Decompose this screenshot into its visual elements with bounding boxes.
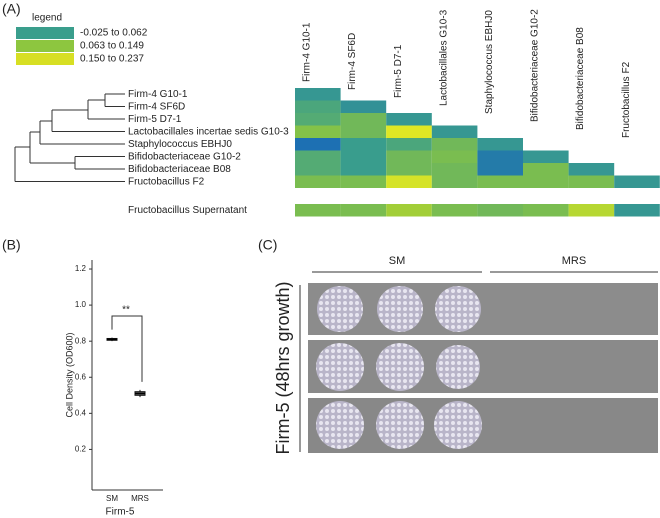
heatmap-cell [477, 138, 523, 151]
row-label: Firm-4 SF6D [128, 101, 185, 112]
heatmap-cell [477, 150, 523, 163]
heatmap-cell [614, 204, 660, 217]
row-label: Firm-5 D7-1 [128, 114, 182, 125]
significance: ** [122, 305, 130, 316]
legend-label: -0.025 to 0.062 [80, 28, 148, 39]
column-label: Fructobacillus F2 [621, 61, 632, 138]
heatmap-cell [386, 125, 432, 138]
heatmap-cell [295, 175, 341, 188]
heatmap-cell [431, 204, 478, 217]
heatmap-cell [295, 125, 341, 138]
x-label: Firm-5 [106, 507, 135, 518]
heatmap-cell [340, 175, 387, 188]
heatmap-cell [568, 163, 615, 176]
x-tick-label: SM [106, 494, 118, 503]
y-tick-label: 0.2 [75, 445, 87, 454]
heatmap-cell [340, 138, 387, 151]
heatmap-cell [386, 138, 432, 151]
heatmap-cell [295, 113, 341, 126]
heatmap-cell [431, 175, 478, 188]
panel-label: (C) [258, 237, 277, 253]
heatmap-cell [523, 150, 569, 163]
heatmap-cell [340, 204, 387, 217]
legend-label: 0.150 to 0.237 [80, 54, 144, 65]
group-label: SM [389, 255, 406, 267]
heatmap-cell [295, 150, 341, 163]
row-label: Lactobacillales incertae sedis G10-3 [128, 126, 289, 137]
column-label: Firm-5 D7-1 [393, 44, 404, 98]
y-tick-label: 0.8 [75, 336, 87, 345]
heatmap-cell [340, 113, 387, 126]
y-tick-label: 0.4 [75, 408, 87, 417]
heatmap-cell [477, 175, 523, 188]
y-tick-label: 1.2 [75, 264, 87, 273]
row-label: Bifidobacteriaceae G10-2 [128, 151, 241, 162]
row-label: Fructobacillus F2 [128, 176, 205, 187]
heatmap-cell [386, 175, 432, 188]
x-tick-label: MRS [131, 494, 149, 503]
plate-photo [308, 283, 658, 453]
heatmap-cell [523, 204, 569, 217]
column-label: Staphylococcus EBHJ0 [484, 10, 495, 114]
heatmap-cell [386, 113, 432, 126]
heatmap-cell [340, 100, 387, 113]
row-label: Bifidobacteriaceae B08 [128, 164, 231, 175]
legend-swatch [16, 53, 74, 65]
heatmap-cell [295, 138, 341, 151]
heatmap-cell [477, 163, 523, 176]
heatmap-cell [295, 163, 341, 176]
heatmap-cell [340, 150, 387, 163]
legend-swatch [16, 27, 74, 39]
heatmap-cell [295, 88, 341, 101]
heatmap-cell [295, 204, 341, 217]
heatmap-cell [477, 204, 523, 217]
legend-label: 0.063 to 0.149 [80, 41, 144, 52]
heatmap-cell [431, 138, 478, 151]
heatmap-cell [386, 204, 432, 217]
dendrogram [14, 93, 125, 182]
heatmap-cell [386, 150, 432, 163]
column-label: Lactobacillales G10-3 [438, 9, 449, 106]
heatmap-cell [568, 175, 615, 188]
legend-title: legend [32, 13, 62, 24]
y-tick-label: 1.0 [75, 300, 87, 309]
heatmap-cell [568, 204, 615, 217]
heatmap-cell [295, 100, 341, 113]
heatmap-cell [431, 163, 478, 176]
heatmap-cell [386, 163, 432, 176]
heatmap-cell [523, 175, 569, 188]
y-label: Cell Density (OD600) [64, 332, 74, 417]
heatmap-cell [340, 163, 387, 176]
row-label: Staphylococcus EBHJ0 [128, 139, 232, 150]
column-label: Firm-4 SF6D [347, 33, 358, 90]
panel-label: (A) [2, 1, 21, 17]
y-tick-label: 0.6 [75, 372, 87, 381]
heatmap-cell [523, 163, 569, 176]
column-label: Bifidobacteriaceae G10-2 [530, 9, 541, 122]
panel-label: (B) [2, 237, 21, 253]
row-label: Fructobacillus Supernatant [128, 205, 247, 216]
significance-bracket [111, 315, 143, 382]
column-label: Bifidobacteriaceae B08 [575, 27, 586, 130]
heatmap-cell [431, 125, 478, 138]
group-label: MRS [562, 255, 586, 267]
row-label: Firm-4 G10-1 [128, 89, 188, 100]
heatmap-cell [614, 175, 660, 188]
legend-swatch [16, 40, 74, 52]
heatmap-cell [431, 150, 478, 163]
column-label: Firm-4 G10-1 [302, 22, 313, 82]
heatmap-cell [340, 125, 387, 138]
side-label: Firm-5 (48hrs growth) [273, 281, 293, 454]
